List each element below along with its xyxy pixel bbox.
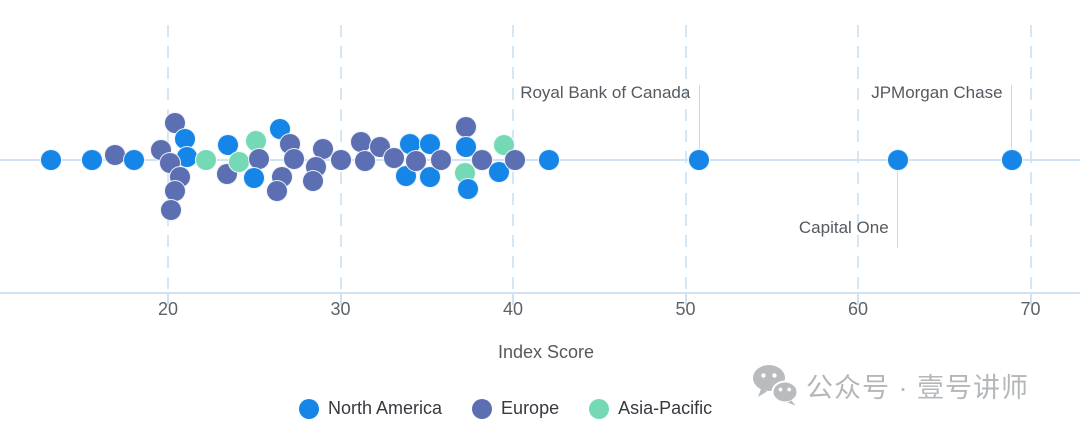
data-point[interactable]: [405, 150, 428, 172]
data-point[interactable]: [886, 149, 909, 171]
tick-mark-20: [167, 293, 169, 305]
data-point[interactable]: [470, 149, 493, 171]
legend-item-ap[interactable]: Asia-Pacific: [589, 398, 712, 419]
tick-mark-50: [684, 293, 687, 305]
annotation-leader-line: [698, 85, 701, 149]
tick-mark-40: [512, 293, 514, 305]
tick-label-70: 70: [1020, 299, 1041, 319]
data-point[interactable]: [429, 149, 452, 171]
data-point[interactable]: [301, 170, 324, 192]
data-point[interactable]: [217, 134, 240, 156]
data-point[interactable]: [455, 116, 478, 138]
watermark: 公众号 · 壹号讲师: [752, 364, 1029, 406]
annotation-label: JPMorgan Chase: [871, 83, 1003, 102]
legend-item-eu[interactable]: Europe: [472, 398, 559, 419]
data-point[interactable]: [103, 144, 126, 166]
legend-label-eu: Europe: [501, 398, 560, 418]
tick-label-30: 30: [330, 299, 351, 319]
data-point[interactable]: [81, 149, 104, 171]
tick-label-20: 20: [157, 299, 179, 319]
data-point[interactable]: [688, 149, 711, 171]
annotation-leader-line: [1010, 85, 1013, 149]
tick-mark-60: [857, 293, 859, 305]
data-point[interactable]: [122, 149, 145, 171]
data-point[interactable]: [282, 148, 305, 170]
data-point[interactable]: [538, 149, 561, 171]
tick-label-40: 40: [502, 299, 524, 319]
legend-swatch-na: [299, 398, 319, 419]
chart-legend: North America Europe Asia-Pacific: [299, 398, 712, 419]
legend-item-na[interactable]: North America: [299, 398, 442, 419]
data-point[interactable]: [457, 178, 480, 200]
legend-label-na: North America: [328, 398, 443, 418]
annotation-leader-line: [896, 171, 899, 248]
tick-label-50: 50: [675, 299, 696, 319]
data-point[interactable]: [503, 149, 526, 171]
annotation-label: Royal Bank of Canada: [520, 83, 691, 102]
watermark-text: 公众号 · 壹号讲师: [806, 372, 1029, 403]
data-point[interactable]: [1000, 149, 1023, 171]
data-point[interactable]: [243, 167, 266, 189]
x-axis-line: [0, 292, 1080, 294]
tick-mark-70: [1029, 293, 1032, 305]
data-point[interactable]: [488, 161, 511, 183]
annotation-label: Capital One: [798, 218, 889, 237]
data-point[interactable]: [382, 147, 405, 169]
legend-swatch-eu: [472, 398, 493, 419]
tick-mark-30: [339, 293, 342, 305]
legend-label-ap: Asia-Pacific: [618, 398, 713, 418]
tick-label-60: 60: [847, 299, 869, 319]
data-point[interactable]: [194, 149, 217, 171]
data-point[interactable]: [39, 149, 62, 171]
data-point[interactable]: [265, 180, 288, 202]
data-point[interactable]: [353, 150, 376, 172]
data-point[interactable]: [419, 166, 442, 188]
data-point[interactable]: [455, 136, 478, 158]
legend-swatch-ap: [589, 398, 610, 419]
wechat-icon: [753, 365, 798, 406]
data-point[interactable]: [160, 199, 183, 221]
data-point[interactable]: [329, 149, 352, 171]
x-axis-title: Index Score: [498, 342, 595, 362]
